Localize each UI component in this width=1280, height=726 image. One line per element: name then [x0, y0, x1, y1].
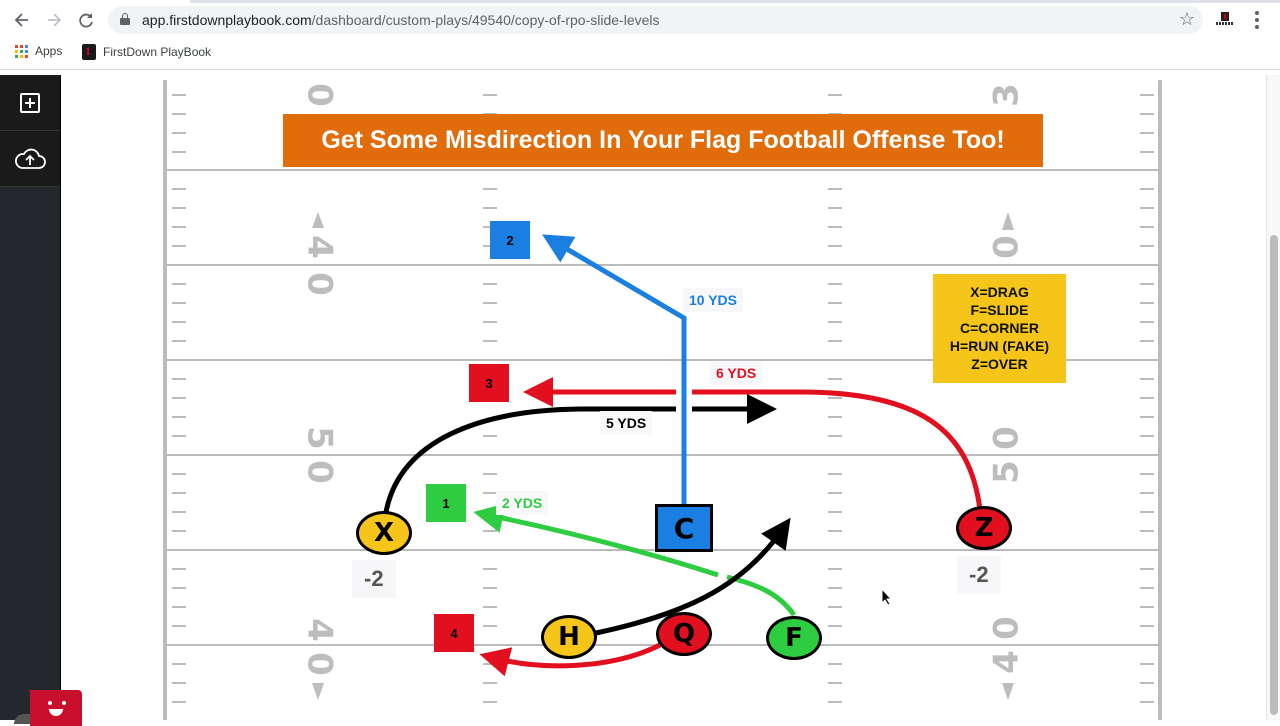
route-legend: X=DRAG F=SLIDE C=CORNER H=RUN (FAKE) Z=O… [933, 274, 1066, 383]
sidebar-upload-button[interactable] [0, 131, 60, 187]
reload-icon [79, 13, 93, 28]
route-label-6yds[interactable]: 6 YDS [710, 361, 763, 385]
firstdown-logo-icon [82, 44, 96, 60]
player-f[interactable]: F [766, 616, 822, 660]
player-c[interactable]: C [655, 504, 713, 552]
apps-grid-icon [15, 44, 28, 58]
extension-icon[interactable] [1216, 12, 1234, 28]
svg-text:0: 0 [987, 235, 1027, 259]
legend-line: Z=OVER [971, 356, 1028, 372]
url-path: /dashboard/custom-plays/49540/copy-of-rp… [311, 12, 660, 28]
plus-square-icon [20, 92, 40, 113]
svg-text:4: 4 [300, 235, 340, 259]
legend-line: X=DRAG [970, 284, 1029, 300]
chat-face-icon [48, 701, 52, 705]
svg-text:0: 0 [300, 652, 340, 676]
url-host: app.firstdownplaybook.com [142, 12, 312, 28]
forward-button[interactable] [44, 10, 64, 30]
svg-text:0: 0 [300, 272, 340, 296]
svg-text:3: 3 [987, 83, 1027, 107]
bookmark-firstdown-playbook[interactable]: FirstDown PlayBook [82, 44, 211, 60]
svg-text:5: 5 [300, 426, 340, 450]
cloud-upload-icon [15, 148, 46, 169]
browser-menu-icon[interactable] [1255, 11, 1259, 29]
player-h[interactable]: H [541, 615, 597, 659]
bookmark-star-icon[interactable]: ☆ [1178, 9, 1195, 29]
svg-text:0: 0 [987, 426, 1027, 450]
player-x[interactable]: X [356, 511, 412, 555]
lock-icon [120, 13, 130, 25]
chat-face-icon [62, 701, 66, 705]
bookmark-apps[interactable]: Apps [15, 44, 62, 58]
sidebar-divider [60, 75, 61, 720]
svg-text:0: 0 [300, 83, 340, 107]
arrow-right-icon [48, 13, 62, 27]
svg-text:5: 5 [987, 460, 1027, 484]
player-z[interactable]: Z [956, 506, 1012, 550]
play-title-banner: Get Some Misdirection In Your Flag Footb… [283, 114, 1043, 167]
progression-2[interactable]: 2 [490, 221, 530, 259]
reload-button[interactable] [76, 10, 96, 30]
route-label-2yds[interactable]: 2 YDS [496, 491, 549, 515]
bookmark-label: FirstDown PlayBook [103, 45, 212, 59]
player-x-offset-label[interactable]: -2 [352, 560, 396, 598]
svg-text:4: 4 [300, 618, 340, 642]
route-c-corner [542, 234, 687, 505]
browser-toolbar: app.firstdownplaybook.com/dashboard/cust… [0, 0, 1280, 70]
bookmarks-bar: Apps FirstDown PlayBook [0, 40, 1280, 64]
app-sidebar [0, 75, 60, 720]
tab-strip [0, 0, 1280, 4]
bookmark-label: Apps [35, 44, 63, 58]
legend-line: H=RUN (FAKE) [949, 338, 1050, 354]
svg-text:0: 0 [300, 460, 340, 484]
chat-widget-shadow [14, 714, 44, 724]
chat-face-icon [49, 709, 63, 716]
arrow-left-icon [14, 13, 28, 27]
player-q[interactable]: Q [656, 612, 712, 656]
url-text[interactable]: app.firstdownplaybook.com/dashboard/cust… [142, 12, 660, 28]
route-label-10yds[interactable]: 10 YDS [683, 288, 743, 312]
back-button[interactable] [12, 10, 32, 30]
sidebar-add-button[interactable] [0, 75, 60, 131]
page-scrollbar[interactable] [1266, 75, 1280, 720]
svg-text:0: 0 [987, 616, 1027, 640]
progression-1[interactable]: 1 [426, 484, 466, 522]
svg-text:4: 4 [987, 650, 1027, 674]
progression-4[interactable]: 4 [434, 614, 474, 652]
progression-3[interactable]: 3 [469, 364, 509, 402]
legend-line: F=SLIDE [970, 302, 1029, 318]
player-z-offset-label[interactable]: -2 [957, 556, 1001, 594]
legend-line: C=CORNER [960, 320, 1039, 336]
address-bar[interactable]: app.firstdownplaybook.com/dashboard/cust… [108, 6, 1203, 34]
chat-widget-button[interactable] [28, 690, 82, 726]
route-label-5yds[interactable]: 5 YDS [600, 411, 653, 435]
scrollbar-thumb[interactable] [1270, 235, 1278, 715]
mouse-cursor-icon [881, 588, 893, 606]
